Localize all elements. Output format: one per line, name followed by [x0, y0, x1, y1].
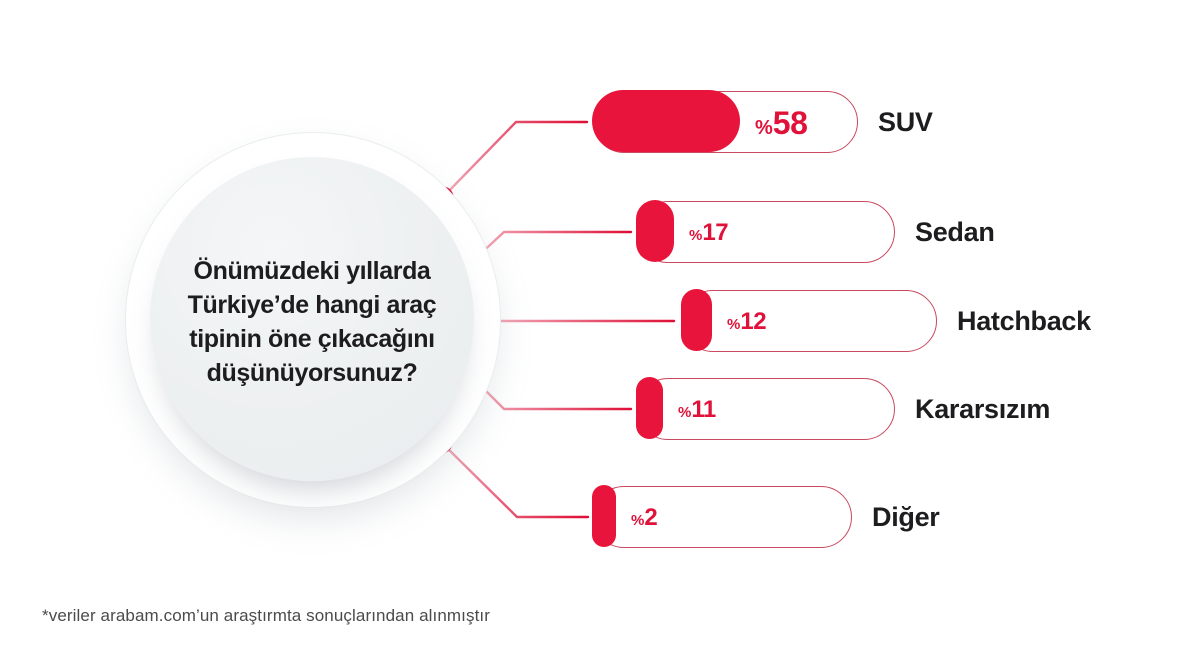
percent-number: 12: [740, 308, 767, 335]
connector-line-diger: [440, 441, 590, 519]
percent-sign: %: [631, 512, 645, 529]
percent-number: 2: [644, 504, 658, 531]
bar-row-sedan: %17 Sedan: [636, 200, 995, 264]
bar-row-diger: %2 Diğer: [592, 485, 940, 549]
percent-number: 11: [691, 396, 716, 423]
percent-number: 17: [702, 219, 729, 246]
question-line: düşünüyorsunuz?: [206, 359, 418, 387]
bar-fill-suv: [592, 90, 741, 153]
percent-sign: %: [755, 117, 773, 139]
bar-row-suv: %58 SUV: [592, 90, 933, 154]
bar-value-kararsizim: %11: [678, 379, 716, 441]
bar-pill-suv: %58: [592, 90, 858, 154]
bar-pill-hatchback: %12: [681, 289, 937, 353]
bar-label-hatchback: Hatchback: [957, 306, 1091, 336]
connector-line-suv: [441, 120, 589, 199]
bar-label-diger: Diğer: [872, 502, 940, 532]
percent-number: 58: [772, 105, 808, 141]
question-line: Önümüzdeki yıllarda: [193, 257, 431, 285]
percent-sign: %: [727, 316, 741, 333]
bar-label-sedan: Sedan: [915, 217, 995, 247]
bar-row-kararsizim: %11 Kararsızım: [636, 377, 1050, 441]
bar-value-diger: %2: [631, 487, 658, 549]
question-text: Önümüzdeki yıllarda Türkiye’de hangi ara…: [188, 254, 437, 390]
bar-fill-sedan: [636, 200, 675, 263]
bar-label-suv: SUV: [878, 107, 933, 137]
percent-sign: %: [689, 227, 703, 244]
bar-row-hatchback: %12 Hatchback: [681, 289, 1091, 353]
percent-sign: %: [678, 404, 692, 421]
bar-label-kararsizim: Kararsızım: [915, 394, 1051, 424]
footnote: *veriler arabam.com’un araştırmta sonuçl…: [42, 606, 490, 625]
bar-pill-kararsizim: %11: [636, 377, 895, 441]
question-circle: Önümüzdeki yıllarda Türkiye’de hangi ara…: [150, 157, 474, 481]
question-line: tipinin öne çıkacağını: [189, 325, 435, 353]
bar-value-suv: %58: [755, 92, 808, 154]
question-circle-ring: Önümüzdeki yıllarda Türkiye’de hangi ara…: [125, 132, 501, 508]
bar-pill-sedan: %17: [636, 200, 895, 264]
bar-value-sedan: %17: [689, 202, 729, 264]
bar-fill-kararsizim: [636, 377, 664, 440]
connector-line-kararsizim: [475, 380, 633, 411]
bar-fill-diger: [592, 485, 617, 548]
bar-value-hatchback: %12: [727, 291, 767, 353]
bar-fill-hatchback: [681, 289, 713, 352]
bar-pill-diger: %2: [592, 485, 852, 549]
question-line: Türkiye’de hangi araç: [187, 291, 437, 319]
connector-line-sedan: [475, 230, 633, 259]
